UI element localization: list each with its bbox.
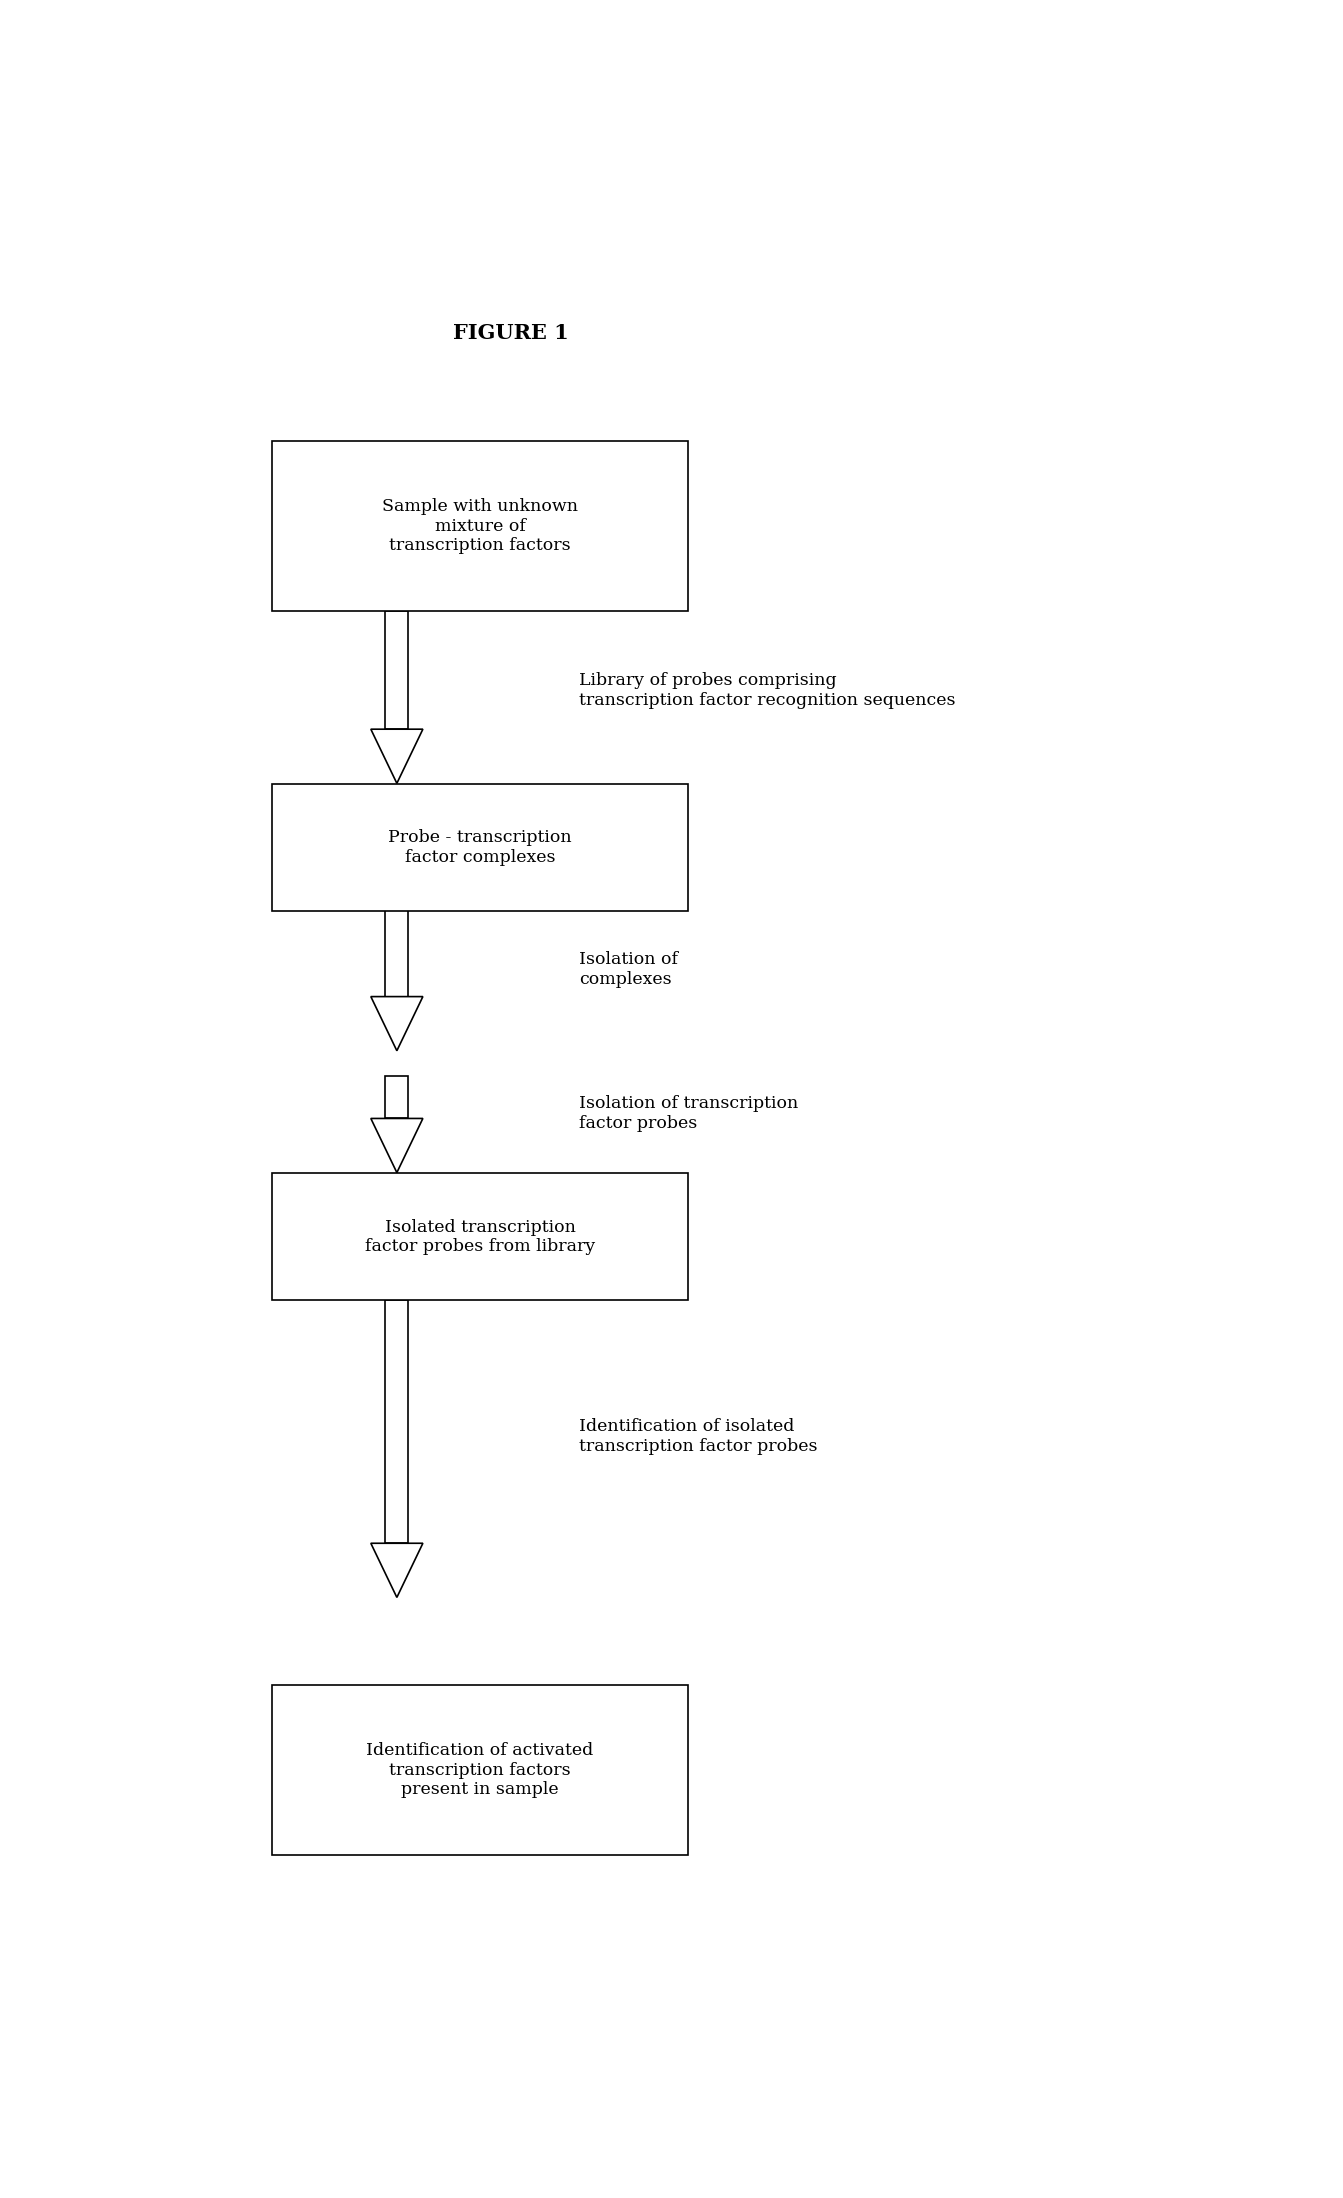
Bar (271, 1174, 689, 1301)
Text: Identification of activated
transcription factors
present in sample: Identification of activated transcriptio… (367, 1743, 594, 1798)
Bar (385, 1077, 408, 1119)
Bar (271, 785, 689, 912)
Bar (271, 442, 689, 611)
Bar (385, 611, 408, 730)
Polygon shape (371, 730, 423, 782)
Polygon shape (371, 1543, 423, 1598)
Text: Library of probes comprising
transcription factor recognition sequences: Library of probes comprising transcripti… (579, 673, 955, 708)
Bar (271, 1686, 689, 1855)
Text: FIGURE 1: FIGURE 1 (454, 323, 569, 343)
Text: Identification of isolated
transcription factor probes: Identification of isolated transcription… (579, 1418, 818, 1455)
Polygon shape (371, 996, 423, 1051)
Bar (385, 1299, 408, 1543)
Polygon shape (371, 1119, 423, 1172)
Text: Isolation of transcription
factor probes: Isolation of transcription factor probes (579, 1095, 798, 1132)
Text: Isolated transcription
factor probes from library: Isolated transcription factor probes fro… (365, 1218, 595, 1255)
Text: Probe - transcription
factor complexes: Probe - transcription factor complexes (388, 829, 572, 866)
Bar (385, 910, 408, 996)
Text: Isolation of
complexes: Isolation of complexes (579, 952, 678, 987)
Text: Sample with unknown
mixture of
transcription factors: Sample with unknown mixture of transcrip… (383, 499, 577, 554)
